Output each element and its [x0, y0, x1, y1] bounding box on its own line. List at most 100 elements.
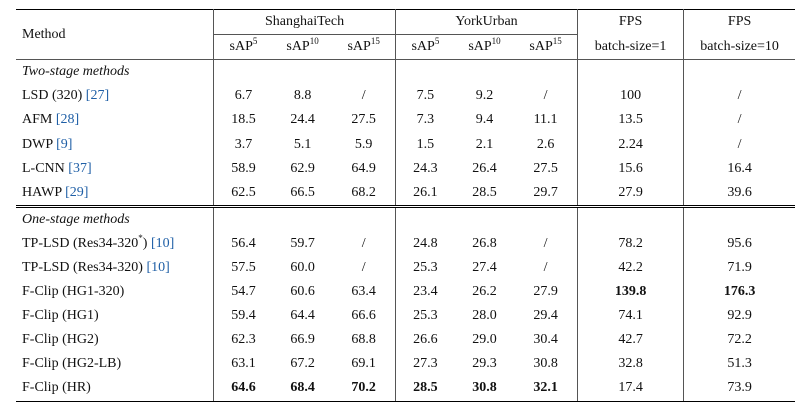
table-cell: 66.5: [290, 184, 315, 200]
table-cell: 95.6: [727, 235, 752, 251]
table-row: L-CNN [37] 58.9 62.9 64.9 24.3 26.4 27.5 15.6 16…: [16, 156, 795, 181]
table-row: F-Clip (HG2-LB) 63.1 67.2 69.1 27.3 29.3 30.8 3…: [16, 352, 795, 377]
table-cell: 18.5: [231, 112, 256, 128]
table-cell: 29.7: [514, 180, 578, 207]
table-cell: 15.6: [577, 156, 685, 181]
table-cell: /: [332, 231, 397, 256]
table-cell: 69.1: [332, 352, 397, 377]
table-cell: 27.5: [514, 156, 578, 181]
table-cell: 7.5: [416, 88, 435, 104]
table-cell: 9.4: [475, 112, 494, 128]
table-cell: 57.5: [231, 259, 256, 275]
table-cell: 64.6: [213, 376, 273, 402]
table-cell: 58.9: [231, 160, 256, 176]
table-cell: 28.0: [472, 308, 497, 324]
table-cell: /: [514, 231, 578, 256]
table-cell: /: [332, 84, 397, 109]
table-cell: 26.1: [413, 184, 438, 200]
table-cell: 68.2: [332, 180, 397, 207]
table-cell: 25.3: [413, 308, 438, 324]
citation-link[interactable]: [28]: [55, 112, 80, 128]
header-shanghaitech: ShanghaiTech: [213, 8, 397, 36]
table-row: F-Clip (HG2) 62.3 66.9 68.8 26.6 29.0 30.4 42.7…: [16, 328, 795, 353]
citation-link[interactable]: [29]: [65, 184, 89, 200]
method-label: F-Clip (HR): [22, 380, 91, 396]
table-cell: 54.7: [231, 284, 256, 300]
table-row: TP-LSD (Res34-320) [10] 57.5 60.0 / 25.3 27.4…: [16, 255, 795, 281]
table-cell: 27.9: [514, 280, 578, 305]
header-batch1: batch-size=1: [577, 34, 685, 60]
table-cell: 66.9: [290, 332, 315, 348]
table-cell: 60.6: [290, 284, 315, 300]
method-name: F-Clip (HG2-LB): [16, 352, 215, 377]
method-label: TP-LSD (Res34-320): [22, 259, 147, 275]
section-two-stage: Two-stage methods: [16, 59, 795, 85]
citation-link[interactable]: [27]: [85, 88, 110, 104]
table-cell: 62.5: [231, 184, 256, 200]
table-cell: 30.4: [514, 328, 578, 353]
citation-link[interactable]: [37]: [68, 160, 92, 176]
table-cell: 24.3: [413, 160, 438, 176]
method-label: F-Clip (HG1): [22, 308, 99, 324]
method-name: F-Clip (HG1): [16, 304, 215, 329]
header-st-sap15: sAP15: [332, 34, 397, 60]
table-cell: /: [332, 255, 397, 281]
citation-link[interactable]: [9]: [56, 136, 73, 152]
table-cell: /: [737, 112, 742, 128]
header-st-sap10: sAP10: [286, 36, 319, 55]
table-cell: 30.8: [454, 376, 515, 402]
table-cell: 139.8: [577, 280, 685, 305]
results-table: Method ShanghaiTech YorkUrban FPS FPS sA…: [16, 8, 795, 402]
table-cell: 62.3: [231, 332, 256, 348]
star-marker: *: [138, 232, 143, 243]
table-cell: 26.4: [472, 160, 497, 176]
table-row: AFM [28] 18.5 24.4 27.5 7.3 9.4 11.1 13.5 /: [16, 108, 795, 133]
table-cell: 26.2: [472, 284, 497, 300]
table-cell: 73.9: [683, 376, 795, 402]
method-label: TP-LSD (Res34-320: [22, 235, 139, 251]
table-cell: 28.5: [395, 376, 455, 402]
close-paren: ): [142, 235, 151, 251]
table-cell: 24.8: [413, 235, 438, 251]
table-cell: 100: [577, 84, 685, 109]
table-cell: 92.9: [727, 308, 752, 324]
table-cell: 2.6: [514, 132, 578, 157]
table-cell: 30.8: [514, 352, 578, 377]
method-label: L-CNN: [22, 160, 69, 176]
citation-link[interactable]: [10]: [146, 259, 170, 275]
method-name: L-CNN [37]: [16, 156, 215, 181]
table-cell: 64.4: [290, 308, 315, 324]
table-cell: 26.6: [413, 332, 438, 348]
table-cell: /: [514, 84, 578, 109]
table-cell: 29.4: [514, 304, 578, 329]
table-cell: 24.4: [290, 112, 315, 128]
table-cell: 11.1: [514, 108, 578, 133]
table-row: F-Clip (HR) 64.6 68.4 70.2 28.5 30.8 32.1 17.4 7…: [16, 376, 795, 402]
table-cell: 70.2: [332, 376, 397, 402]
header-row-2: sAP5 sAP10 sAP15 sAP5 sAP10 sAP15 batch-…: [16, 34, 795, 60]
table-row: HAWP [29] 62.5 66.5 68.2 26.1 28.5 29.7 27.9 39.…: [16, 180, 795, 207]
table-cell: 27.5: [332, 108, 397, 133]
table-cell: /: [737, 136, 742, 152]
table-cell: 32.8: [577, 352, 685, 377]
table-cell: 9.2: [475, 88, 494, 104]
method-name: F-Clip (HR): [16, 376, 215, 402]
table-cell: /: [737, 88, 742, 104]
method-name: F-Clip (HG1-320): [16, 280, 215, 305]
table-row: LSD (320) [27] 6.7 8.8/7.5 9.2/100/: [16, 84, 795, 109]
header-st-sap5: sAP5: [229, 36, 258, 55]
header-fps-1: FPS: [577, 8, 685, 35]
table-cell: 16.4: [727, 160, 752, 176]
citation-link[interactable]: [10]: [150, 235, 175, 251]
table-cell: 29.3: [472, 356, 497, 372]
table-cell: 5.1: [293, 136, 312, 152]
header-row-1: Method ShanghaiTech YorkUrban FPS FPS: [16, 8, 795, 60]
table-cell: 5.9: [332, 132, 397, 157]
table-cell: 13.5: [577, 108, 685, 133]
table-cell: 42.2: [577, 255, 685, 281]
table-cell: 72.2: [727, 332, 752, 348]
table-cell: 60.0: [290, 259, 315, 275]
section-label: One-stage methods: [16, 204, 215, 232]
table-row: F-Clip (HG1) 59.4 64.4 66.6 25.3 28.0 29.4 74.1…: [16, 304, 795, 329]
